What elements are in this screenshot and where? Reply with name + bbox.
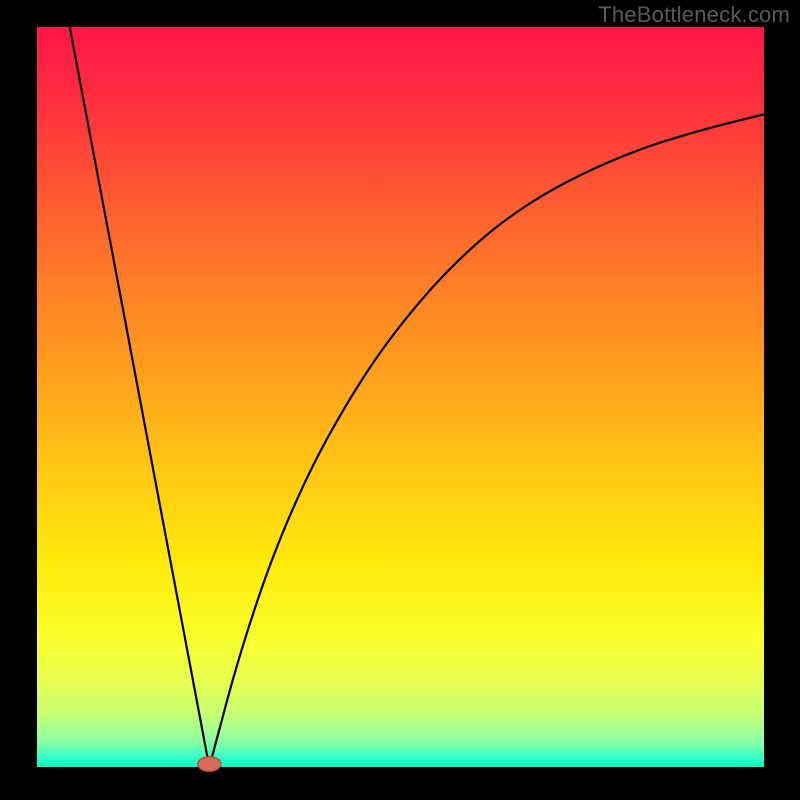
minimum-marker (198, 757, 221, 772)
plot-gradient-background (37, 27, 764, 767)
chart-svg (0, 0, 800, 800)
chart-container: TheBottleneck.com (0, 0, 800, 800)
watermark-text: TheBottleneck.com (598, 2, 790, 28)
